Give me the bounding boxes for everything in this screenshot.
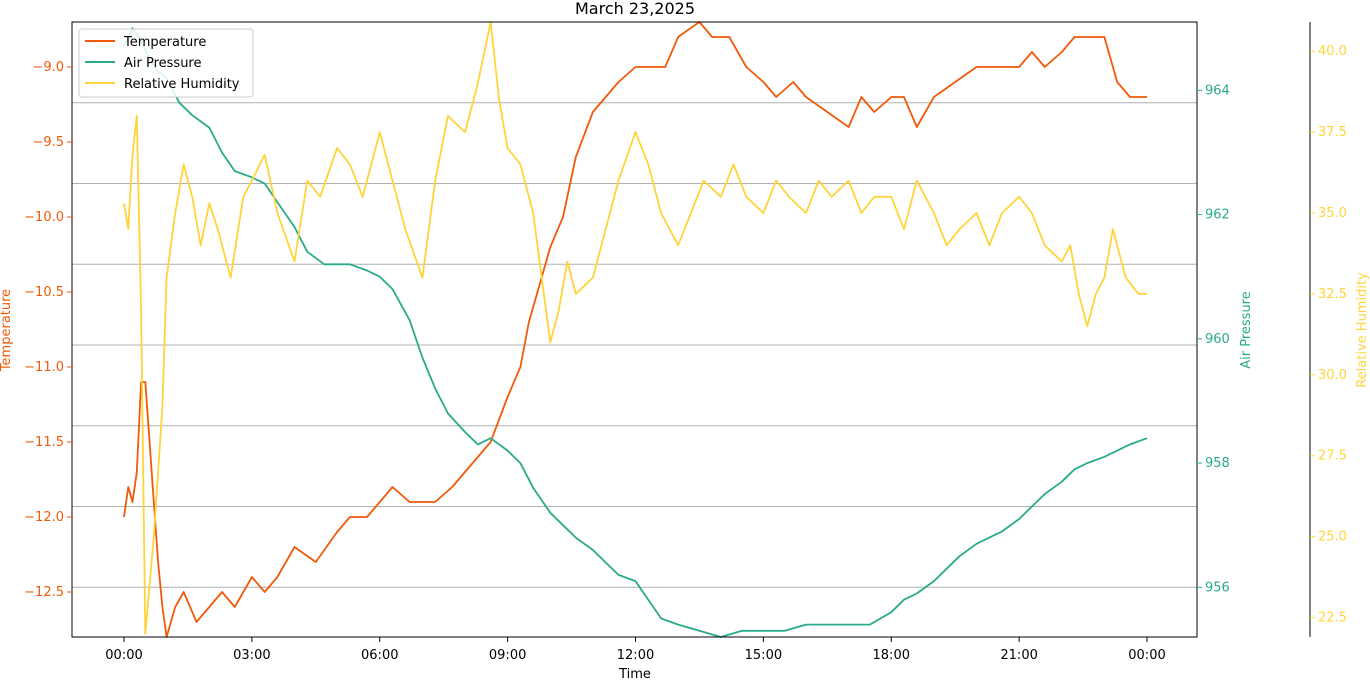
y-tick-label: −10.5 <box>24 285 64 300</box>
series-line-relative-humidity <box>123 21 1147 635</box>
y-tick-label: 32.5 <box>1318 287 1347 302</box>
x-tick-label: 00:00 <box>105 648 142 663</box>
legend-label-temperature: Temperature <box>123 35 206 50</box>
y-tick-label: 27.5 <box>1318 449 1347 464</box>
air-pressure-axis: 956 958 960 962 964 <box>1197 83 1230 595</box>
y-tick-label: −9.0 <box>32 60 64 75</box>
y-tick-label: 22.5 <box>1318 611 1347 626</box>
legend: Temperature Air Pressure Relative Humidi… <box>78 28 254 98</box>
x-tick-label: 15:00 <box>745 648 782 663</box>
air-pressure-axis-title: Air Pressure <box>1239 291 1254 369</box>
x-tick-label: 03:00 <box>233 648 270 663</box>
series-line-air-pressure <box>123 27 1148 638</box>
x-axis: 00:00 03:00 06:00 09:00 12:00 15:00 18:00 21:00… <box>105 637 1166 663</box>
y-tick-label: 956 <box>1205 580 1230 595</box>
y-tick-label: −10.0 <box>24 210 64 225</box>
legend-label-air-pressure: Air Pressure <box>124 56 202 71</box>
y-tick-label: 25.0 <box>1318 530 1347 545</box>
temperature-axis: −12.5 −12.0 −11.5 −11.0 −10.5 −10.0 −9.5 −9.0 <box>24 60 72 600</box>
humidity-axis: 22.5 25.0 27.5 30.0 32.5 35.0 37.5 40.0 <box>1310 44 1347 626</box>
y-tick-label: −12.5 <box>24 585 64 600</box>
y-tick-label: −11.0 <box>24 360 64 375</box>
chart-title: March 23,2025 <box>575 0 695 18</box>
y-tick-label: 35.0 <box>1318 206 1347 221</box>
x-tick-label: 06:00 <box>361 648 398 663</box>
series-layer <box>123 21 1148 638</box>
humidity-axis-title: Relative Humidity <box>1355 272 1370 388</box>
y-tick-label: 37.5 <box>1318 125 1347 140</box>
y-tick-label: 962 <box>1205 208 1230 223</box>
y-tick-label: 40.0 <box>1318 44 1347 59</box>
x-axis-title: Time <box>618 667 651 682</box>
y-tick-label: 30.0 <box>1318 368 1347 383</box>
y-tick-label: 960 <box>1205 332 1230 347</box>
x-tick-label: 21:00 <box>1000 648 1037 663</box>
y-tick-label: −11.5 <box>24 435 64 450</box>
plot-frame <box>71 21 1198 638</box>
y-tick-label: −12.0 <box>24 510 64 525</box>
grid-lines <box>72 21 1197 588</box>
temperature-axis-title: Temperature <box>0 289 14 372</box>
y-tick-label: −9.5 <box>32 135 64 150</box>
x-tick-label: 12:00 <box>617 648 654 663</box>
x-tick-label: 09:00 <box>489 648 526 663</box>
series-line-temperature <box>123 21 1147 638</box>
legend-label-humidity: Relative Humidity <box>124 77 240 92</box>
x-tick-label: 18:00 <box>873 648 910 663</box>
y-tick-label: 958 <box>1205 456 1230 471</box>
y-tick-label: 964 <box>1205 83 1230 98</box>
legend-box <box>78 28 254 98</box>
x-tick-label: 00:00 <box>1128 648 1165 663</box>
